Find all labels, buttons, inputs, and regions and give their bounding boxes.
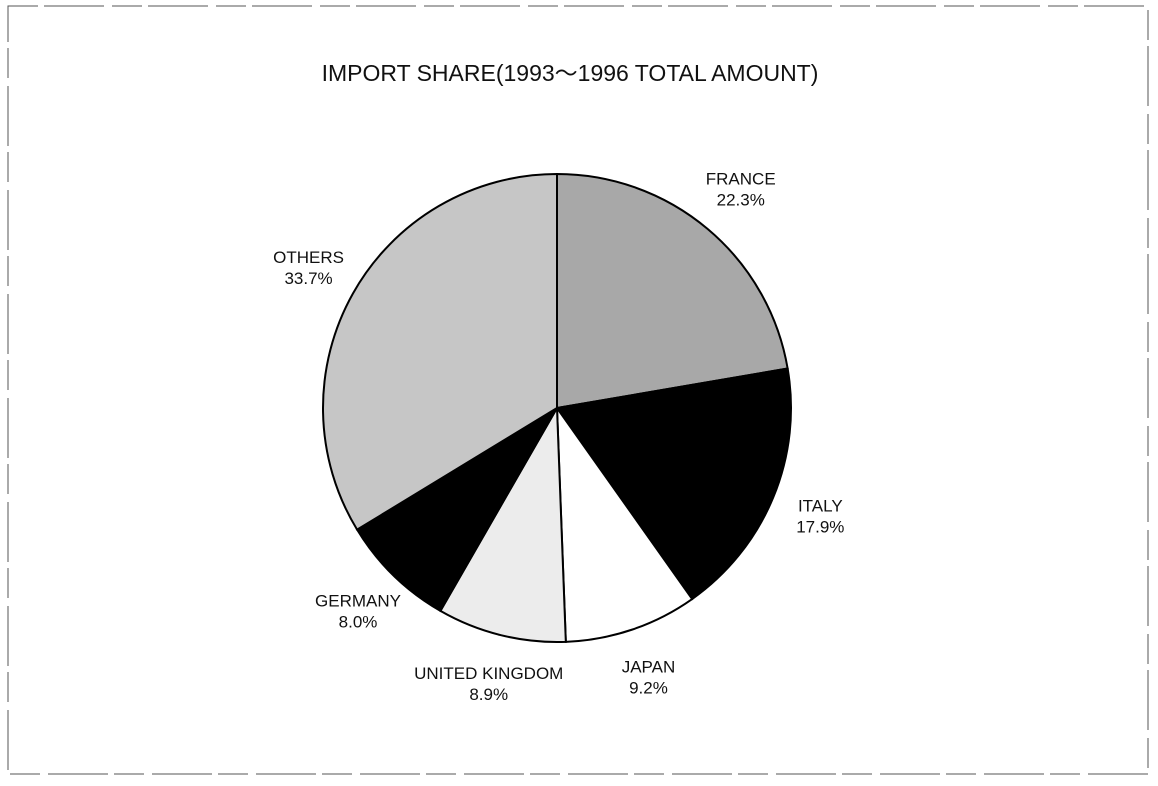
slice-value-label: 22.3% [717,191,765,210]
slice-value-label: 17.9% [796,518,844,537]
slice-value-label: 8.9% [469,685,508,704]
pie-slice [556,172,789,410]
frame [7,5,1149,775]
slice-label: GERMANY [315,592,401,611]
slice-value-label: 9.2% [629,678,668,697]
slice-value-label: 8.0% [339,613,378,632]
pie-slice [322,172,558,532]
pie-slice [355,407,558,613]
slice-value-label: 33.7% [284,269,332,288]
pie-slice [555,404,694,643]
slice-label: UNITED KINGDOM [414,664,563,683]
pie-slice [439,404,567,643]
pie-slice [555,367,792,601]
slice-label: FRANCE [706,170,776,189]
slice-label: JAPAN [622,657,676,676]
chart-title: IMPORT SHARE(1993～1996 TOTAL AMOUNT) [322,60,819,86]
slice-label: ITALY [798,497,843,516]
slice-label: OTHERS [273,248,344,267]
